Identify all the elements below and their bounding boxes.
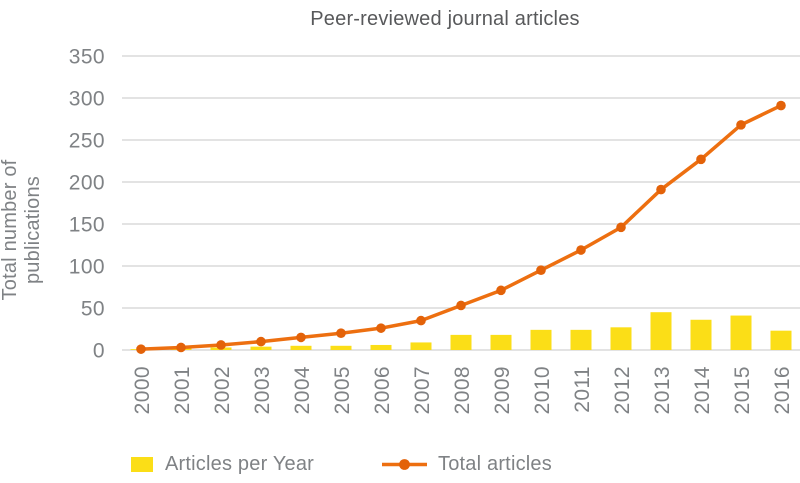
x-tick-label-2013: 2013 <box>651 366 674 414</box>
bar-2011 <box>570 329 592 350</box>
line-marker-2011 <box>576 245 586 255</box>
line-marker-2008 <box>456 300 466 311</box>
line-marker-2002 <box>216 340 226 350</box>
legend: Articles per Year Total articles <box>0 450 800 483</box>
line-marker-2000 <box>136 344 146 354</box>
x-tick-label-2012: 2012 <box>611 366 634 414</box>
bar-2003 <box>250 346 272 350</box>
legend-line-swatch <box>382 459 427 470</box>
y-tick-label-300: 300 <box>69 88 105 111</box>
line-marker-2006 <box>376 323 386 333</box>
bar-2012 <box>610 327 632 350</box>
line-marker-2005 <box>336 328 346 339</box>
line-marker-2012 <box>616 222 626 233</box>
line-marker-2003 <box>256 336 266 347</box>
bar-2005 <box>330 345 352 350</box>
x-tick-label-2008: 2008 <box>451 366 474 414</box>
legend-bar-label: Articles per Year <box>165 453 315 475</box>
line-marker-2009 <box>496 285 506 296</box>
bar-2009 <box>490 334 512 350</box>
bar-2007 <box>410 342 432 350</box>
legend-bar-swatch <box>131 457 153 472</box>
y-tick-label-0: 0 <box>93 340 105 363</box>
line-marker-2010 <box>536 265 546 276</box>
x-tick-label-2015: 2015 <box>731 366 754 414</box>
x-tick-label-2005: 2005 <box>331 366 354 414</box>
total-articles-line <box>140 103 782 351</box>
x-tick-label-2001: 2001 <box>171 366 194 414</box>
line-marker-2015 <box>736 120 746 130</box>
y-tick-label-100: 100 <box>69 256 105 279</box>
x-tick-label-2006: 2006 <box>371 366 394 414</box>
legend-line-marker <box>399 459 410 470</box>
bar-2010 <box>530 329 552 350</box>
chart-title: Peer-reviewed journal articles <box>310 8 580 30</box>
bar-2016 <box>770 330 792 350</box>
x-tick-label-2010: 2010 <box>531 366 554 414</box>
x-tick-label-2007: 2007 <box>411 366 434 414</box>
y-tick-label-150: 150 <box>69 214 105 237</box>
y-tick-label-250: 250 <box>69 130 105 153</box>
x-tick-label-2002: 2002 <box>211 366 234 414</box>
bar-2014 <box>690 319 712 350</box>
line-marker-2014 <box>696 154 706 165</box>
x-tick-label-2004: 2004 <box>291 366 314 414</box>
y-tick-label-350: 350 <box>69 46 105 69</box>
bar-2004 <box>290 345 312 350</box>
line-marker-2016 <box>776 100 786 111</box>
x-tick-label-2003: 2003 <box>251 366 274 414</box>
bar-2008 <box>450 334 472 350</box>
x-tick-label-2014: 2014 <box>691 366 714 414</box>
bar-2015 <box>730 315 752 350</box>
line-marker-2004 <box>296 332 306 343</box>
bar-2006 <box>370 344 392 350</box>
line-marker-2007 <box>416 315 426 326</box>
y-tick-label-50: 50 <box>81 298 105 321</box>
y-tick-label-200: 200 <box>69 172 105 195</box>
x-tick-label-2000: 2000 <box>131 366 154 414</box>
x-tick-label-2016: 2016 <box>771 366 794 414</box>
x-tick-label-2011: 2011 <box>571 366 594 413</box>
x-tick-label-2009: 2009 <box>491 366 514 414</box>
line-marker-2013 <box>656 184 666 195</box>
line-marker-2001 <box>176 342 186 353</box>
bar-2013 <box>650 312 672 350</box>
legend-line-label: Total articles <box>438 453 552 475</box>
